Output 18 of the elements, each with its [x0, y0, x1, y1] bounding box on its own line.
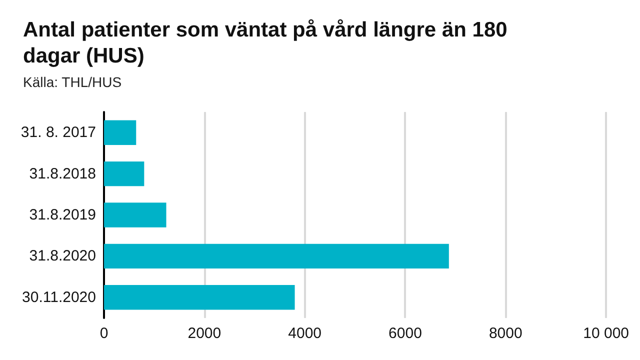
chart-subtitle: Källa: THL/HUS — [23, 74, 122, 90]
x-tick-label: 10 000 — [583, 325, 630, 342]
chart-title: Antal patienter som väntat på vård längre än 180 dagar (HUS) — [23, 18, 514, 68]
x-tick-label: 0 — [100, 325, 108, 342]
bar — [104, 202, 166, 228]
y-tick-label: 30.11.2020 — [22, 288, 96, 306]
x-tick-label: 4000 — [288, 325, 322, 342]
y-tick-label: 31.8.2018 — [29, 165, 96, 182]
y-tick-label: 31.8.2020 — [29, 248, 96, 265]
bar — [104, 120, 136, 145]
bar — [104, 244, 449, 269]
bar — [104, 285, 295, 310]
y-tick-label: 31.8.2019 — [29, 206, 96, 224]
bar — [104, 161, 144, 186]
x-tick-label: 2000 — [188, 325, 222, 342]
x-tick-label: 6000 — [388, 325, 422, 342]
x-tick-label: 8000 — [488, 325, 522, 342]
y-tick-label: 31. 8. 2017 — [20, 124, 96, 142]
